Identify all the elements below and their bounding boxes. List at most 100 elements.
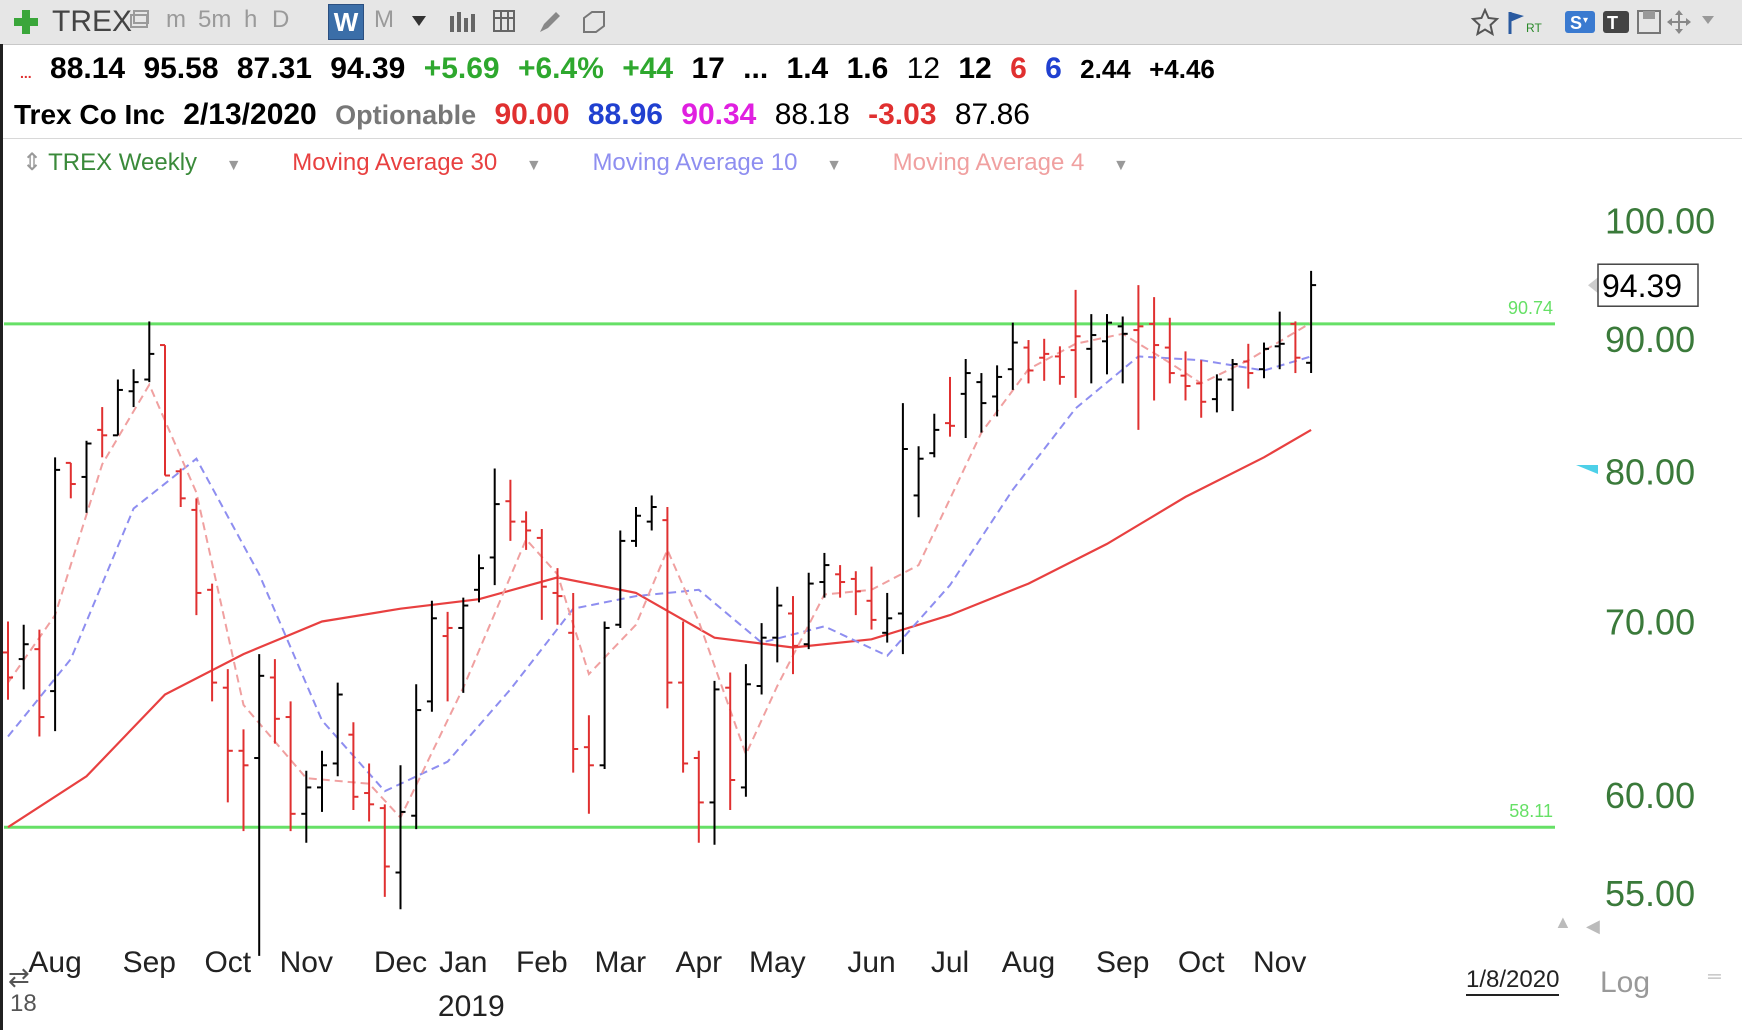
add-symbol-icon[interactable]	[12, 8, 40, 36]
t-button-icon[interactable]: T	[1602, 8, 1632, 36]
ohlc-bar	[803, 572, 814, 650]
legend-ma4-label: Moving Average 4	[892, 149, 1085, 176]
ohlc-bar	[222, 669, 233, 803]
ohlc-bar	[1196, 360, 1207, 418]
ohlc-bar	[1086, 314, 1097, 384]
ohlc-bar	[364, 763, 375, 822]
ohlc-bar	[521, 511, 532, 550]
ohlc-bar	[505, 479, 516, 541]
ohlc-bar	[1164, 317, 1175, 384]
scroll-left-icon[interactable]: ◀	[1586, 916, 1600, 936]
menu-chevron-icon[interactable]	[1700, 14, 1716, 26]
ohlc-bar	[756, 623, 767, 695]
stat-ellipsis: ...	[743, 52, 769, 85]
ohlc-bar	[81, 440, 92, 513]
panel-collapse-icon[interactable]: ═	[1708, 966, 1721, 986]
level-label: 90.74	[1508, 298, 1553, 318]
ohlc-bar	[599, 621, 610, 769]
refresh-icon[interactable]: ⇄	[8, 962, 30, 992]
low-value: 87.31	[236, 52, 312, 85]
interval-w-button[interactable]: W	[328, 4, 364, 40]
stat-f: 12	[958, 52, 992, 85]
ohlc-bar	[850, 571, 861, 616]
ohlc-bar	[474, 554, 484, 603]
x-month-label: Aug	[1002, 946, 1055, 979]
ma4-line	[7, 321, 1312, 820]
ohlc-bar	[945, 376, 955, 437]
legend-ma10[interactable]: Moving Average 10 ▼	[592, 149, 864, 176]
x-month-label: Sep	[123, 946, 176, 979]
ohlc-bar	[301, 770, 312, 843]
interval-d[interactable]: D	[272, 6, 290, 33]
log-toggle[interactable]: Log	[1600, 966, 1651, 999]
ohlc-bar	[568, 592, 579, 773]
interval-month[interactable]: M	[374, 6, 394, 33]
chevron-down-icon: ▼	[826, 157, 842, 174]
interval-h[interactable]: h	[244, 6, 258, 33]
ohlc-bar	[1054, 346, 1065, 385]
x-month-label: Dec	[374, 946, 427, 979]
ohlc-bar	[772, 586, 783, 663]
x-month-label: Nov	[1253, 946, 1306, 979]
ohlc-bar	[740, 664, 751, 797]
last-price-label: 94.39	[1602, 268, 1682, 304]
ohlc-bar	[191, 498, 202, 616]
save-icon[interactable]	[1636, 9, 1662, 35]
ohlc-bar	[1149, 297, 1160, 401]
ohlc-bar	[1243, 343, 1254, 389]
move-icon[interactable]	[1666, 9, 1692, 35]
legend-ma4[interactable]: Moving Average 4 ▼	[893, 149, 1151, 176]
y-axis: 100.00 90.00 80.00 70.00 60.00 55.00 94.39	[1576, 200, 1715, 914]
change-value: +5.69	[423, 52, 500, 85]
x-month-label: Oct	[204, 946, 251, 979]
interval-m[interactable]: m	[166, 6, 186, 33]
ohlc-bar	[819, 552, 830, 598]
ohlc-bar	[144, 321, 155, 383]
ohlc-bar	[3, 621, 13, 700]
chart-type-icon[interactable]	[128, 9, 152, 33]
chevron-down-icon: ▼	[225, 157, 242, 174]
bar-chart-icon[interactable]	[448, 10, 476, 34]
tag-icon[interactable]	[580, 8, 608, 36]
chevron-down-icon[interactable]	[410, 14, 428, 28]
last-price-pointer	[1588, 277, 1598, 294]
y-tick-label: 55.00	[1605, 873, 1695, 914]
x-month-label: Aug	[28, 946, 81, 979]
ohlc-bars	[3, 270, 1317, 956]
ohlc-bar	[128, 369, 139, 408]
ohlc-bar	[866, 566, 877, 630]
stat-g: 6	[1010, 52, 1027, 85]
ohlc-bar	[269, 659, 280, 744]
x-month-label: Jul	[931, 946, 969, 979]
last-price-box	[1597, 263, 1699, 307]
interval-5m[interactable]: 5m	[198, 6, 232, 33]
legend-series[interactable]: ⇕ TREX Weekly ▼	[22, 149, 264, 176]
ohlc-bar	[207, 583, 218, 702]
info-ma4: 90.34	[681, 98, 757, 131]
table-icon[interactable]	[492, 9, 520, 35]
legend-ma30[interactable]: Moving Average 30 ▼	[292, 149, 564, 176]
ohlc-bar	[442, 611, 453, 702]
ohlc-bar	[788, 596, 798, 675]
sort-icon: ⇕	[22, 149, 43, 176]
ma30-line	[7, 428, 1312, 829]
star-icon[interactable]	[1470, 8, 1500, 36]
info-ma30: 90.00	[494, 98, 570, 131]
legend-ma30-label: Moving Average 30	[292, 149, 498, 176]
draw-pencil-icon[interactable]	[536, 8, 564, 36]
ohlc-bar	[1023, 340, 1034, 384]
symbol-input[interactable]: TREX	[52, 5, 133, 38]
ohlc-bar	[725, 672, 736, 811]
s-button-icon[interactable]: S ▾	[1564, 8, 1598, 36]
date-indicator[interactable]: 1/8/2020	[1466, 966, 1560, 996]
ohlc-bar	[65, 461, 76, 499]
ohlc-bar	[1306, 270, 1317, 374]
chart-legend: ⇕ TREX Weekly ▼ Moving Average 30 ▼ Movin…	[22, 148, 1173, 177]
scroll-up-icon[interactable]: ▲	[1554, 912, 1572, 932]
ohlc-bar	[992, 365, 1003, 417]
ohlc-bar	[238, 729, 249, 832]
rt-flag-icon[interactable]: RT	[1506, 8, 1546, 36]
quote-date: 2/13/2020	[183, 98, 317, 131]
ohlc-bar	[631, 507, 641, 547]
